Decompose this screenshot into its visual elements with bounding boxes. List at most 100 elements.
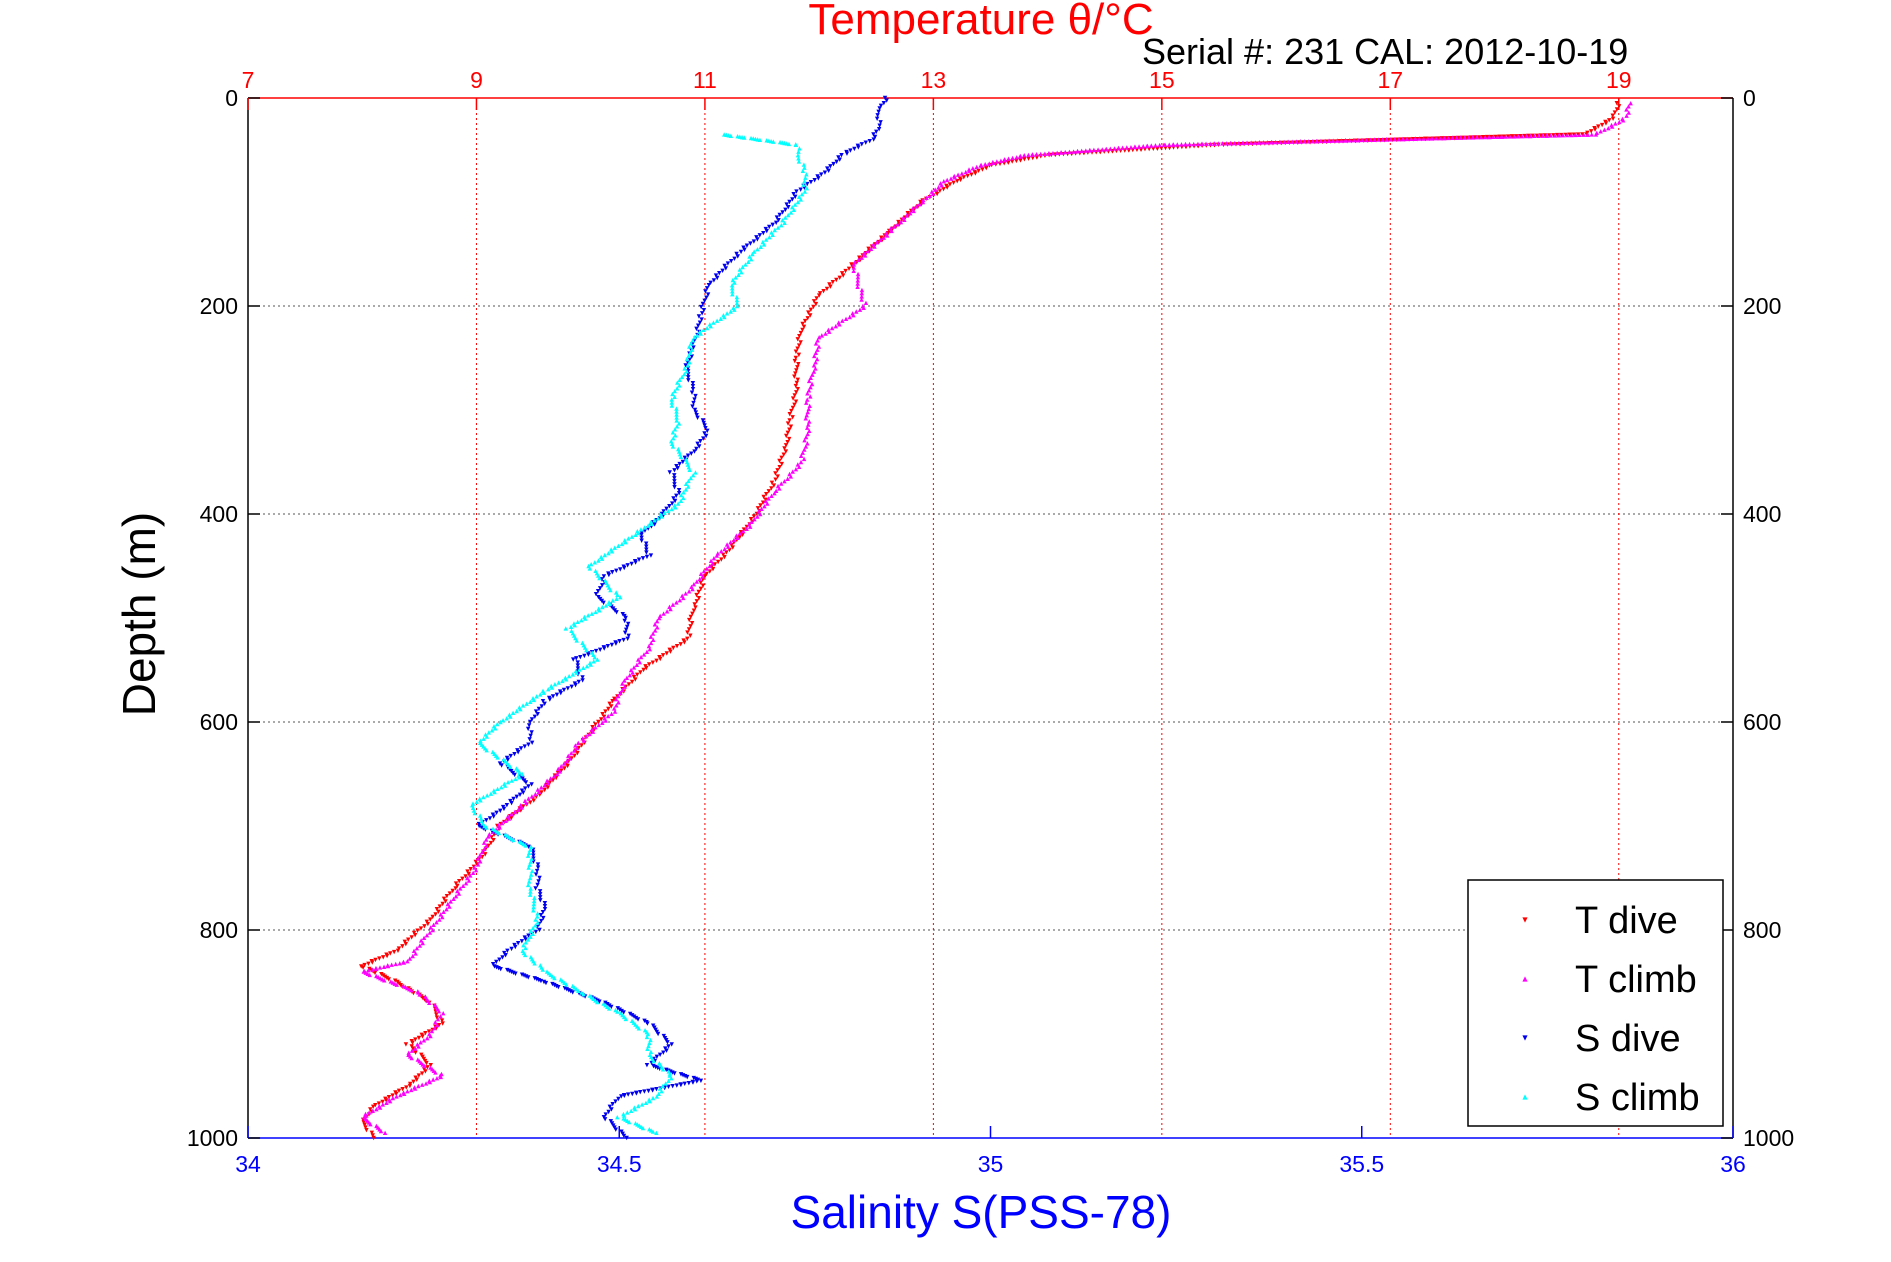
data-point: [402, 1091, 407, 1096]
data-point: [597, 608, 602, 613]
data-point: [822, 170, 828, 175]
data-point: [572, 622, 577, 628]
data-point: [528, 889, 533, 894]
data-point: [784, 433, 789, 439]
data-point: [664, 651, 669, 656]
data-point: [700, 583, 706, 588]
data-point: [574, 670, 579, 675]
data-point: [719, 557, 724, 562]
data-point: [618, 567, 623, 572]
data-point: [517, 775, 522, 780]
data-point: [736, 272, 741, 277]
data-point: [1355, 137, 1361, 143]
data-point: [384, 1100, 389, 1105]
data-point: [438, 1013, 443, 1019]
data-point: [669, 400, 674, 405]
data-point: [796, 464, 802, 469]
data-point: [597, 586, 603, 591]
y-tick-label-right: 800: [1743, 917, 1781, 943]
data-point: [609, 1004, 614, 1010]
data-point: [638, 654, 644, 660]
data-point: [674, 600, 679, 605]
data-point: [451, 896, 456, 901]
data-point: [628, 1108, 634, 1113]
data-point: [667, 470, 672, 475]
data-point: [762, 504, 767, 509]
data-point: [654, 658, 659, 664]
data-point: [526, 844, 531, 849]
data-point: [795, 153, 801, 158]
data-point: [775, 225, 781, 230]
data-point: [1394, 137, 1400, 142]
data-point: [596, 719, 601, 725]
data-point: [558, 764, 564, 769]
data-point: [525, 853, 531, 858]
data-point: [421, 1038, 427, 1043]
data-point: [701, 420, 706, 426]
data-point: [566, 753, 571, 758]
data-point: [529, 717, 535, 722]
data-point: [597, 647, 603, 653]
y-tick-label-left: 800: [200, 917, 238, 943]
data-point: [672, 479, 677, 484]
data-point: [803, 416, 808, 421]
data-point: [439, 1018, 445, 1023]
data-point: [542, 907, 548, 912]
data-point: [1460, 135, 1465, 141]
data-point: [779, 223, 784, 228]
data-point: [724, 311, 730, 316]
data-point: [690, 586, 695, 592]
data-point: [488, 791, 494, 796]
data-point: [1155, 146, 1160, 151]
data-point: [759, 506, 764, 511]
data-point: [1413, 136, 1418, 141]
data-point: [1175, 142, 1180, 147]
data-point: [380, 1102, 386, 1107]
data-point: [1607, 118, 1612, 123]
data-point: [528, 733, 533, 739]
data-point: [659, 1089, 664, 1094]
data-point: [436, 1023, 442, 1028]
data-point: [793, 142, 799, 147]
data-point: [839, 153, 844, 158]
data-point: [424, 933, 430, 938]
data-point: [1294, 139, 1299, 144]
data-point: [796, 362, 801, 367]
data-point: [570, 672, 576, 677]
data-point: [472, 810, 478, 816]
data-point: [695, 441, 700, 446]
data-point: [564, 982, 569, 987]
data-point: [609, 704, 614, 709]
data-point: [1306, 139, 1311, 144]
data-point: [743, 262, 748, 267]
data-point: [849, 262, 854, 267]
data-point: [1610, 124, 1615, 129]
data-point: [434, 1022, 440, 1028]
data-point: [811, 363, 817, 368]
data-point: [614, 568, 619, 574]
data-point: [529, 794, 535, 799]
data-point: [428, 1063, 433, 1068]
data-point: [728, 133, 734, 138]
data-point: [394, 1094, 399, 1099]
data-point: [641, 667, 646, 673]
data-point: [430, 1077, 436, 1082]
data-point: [1491, 134, 1496, 140]
data-point: [629, 561, 634, 567]
data-point: [644, 665, 649, 671]
data-point: [1425, 136, 1430, 141]
data-point: [615, 1009, 620, 1014]
data-point: [707, 563, 712, 569]
data-point: [1564, 132, 1570, 138]
data-point: [566, 673, 572, 679]
data-point: [755, 237, 760, 242]
data-point: [891, 224, 897, 229]
data-point: [785, 440, 790, 445]
data-point: [413, 951, 418, 956]
data-point: [505, 780, 511, 785]
data-point: [607, 1104, 613, 1109]
data-point: [478, 798, 483, 803]
data-point: [777, 212, 782, 218]
data-point: [672, 1071, 677, 1076]
data-point: [479, 825, 484, 830]
